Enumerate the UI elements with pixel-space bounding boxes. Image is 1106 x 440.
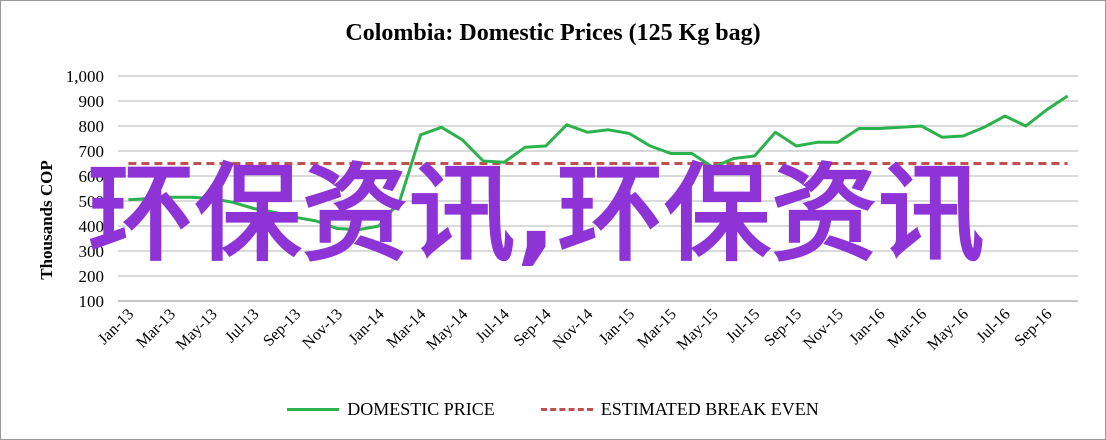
y-tick-label: 300 xyxy=(79,242,105,261)
x-tick-label: May-15 xyxy=(674,306,722,354)
x-tick-label: Jul-13 xyxy=(222,306,262,346)
y-tick-label: 100 xyxy=(79,292,105,311)
x-tick-label: Sep-14 xyxy=(511,306,555,350)
x-tick-label: Jan-15 xyxy=(596,306,638,348)
x-tick-label: Mar-13 xyxy=(133,306,179,352)
legend-entry-break-even: ESTIMATED BREAK EVEN xyxy=(540,398,819,420)
x-tick-label: Jul-16 xyxy=(973,306,1013,346)
legend: DOMESTIC PRICE ESTIMATED BREAK EVEN xyxy=(0,396,1106,422)
x-tick-label: Jul-15 xyxy=(723,306,763,346)
chart-title: Colombia: Domestic Prices (125 Kg bag) xyxy=(345,20,761,46)
y-tick-labels: 1,000 900 800 700 600 500 400 300 200 100 xyxy=(66,67,104,311)
x-tick-label: May-16 xyxy=(924,306,972,354)
legend-label-break-even: ESTIMATED BREAK EVEN xyxy=(600,398,819,419)
y-tick-label: 200 xyxy=(79,267,105,286)
x-tick-label: Sep-13 xyxy=(260,306,304,350)
x-tick-label: Jan-13 xyxy=(95,306,137,348)
x-tick-label: Jul-14 xyxy=(473,306,513,346)
legend-entry-domestic-price: DOMESTIC PRICE xyxy=(287,399,495,420)
x-tick-label: Sep-15 xyxy=(761,306,805,350)
series-line-domestic-price xyxy=(128,94,1069,232)
y-tick-label: 700 xyxy=(79,142,105,161)
x-tick-label: May-14 xyxy=(423,306,471,354)
y-axis-label: Thousands COP xyxy=(37,160,56,280)
legend-swatch-domestic-price xyxy=(287,407,340,411)
x-tick-label: Mar-15 xyxy=(634,306,680,352)
y-tick-label: 900 xyxy=(79,92,105,111)
x-tick-label: May-13 xyxy=(173,306,221,354)
x-tick-label: Nov-15 xyxy=(800,306,847,353)
watermark-text: 环保资讯,环保资讯 xyxy=(88,153,986,276)
x-tick-label: Jan-14 xyxy=(346,306,388,348)
x-tick-label: Jan-16 xyxy=(846,306,888,348)
x-tick-label: Nov-13 xyxy=(299,306,346,353)
legend-label-domestic-price: DOMESTIC PRICE xyxy=(347,398,495,419)
x-tick-label: Mar-16 xyxy=(885,306,931,352)
series-lines xyxy=(128,94,1069,232)
gridlines xyxy=(118,75,1078,302)
x-tick-label: Sep-16 xyxy=(1011,306,1055,350)
y-tick-label: 500 xyxy=(79,192,105,211)
y-tick-label: 600 xyxy=(79,167,105,186)
y-tick-label: 400 xyxy=(79,217,105,236)
x-tick-label: Mar-14 xyxy=(384,306,430,352)
legend-swatch-break-even xyxy=(540,407,593,411)
y-tick-label: 1,000 xyxy=(66,67,104,86)
x-tick-label: Nov-14 xyxy=(550,306,597,353)
y-tick-label: 800 xyxy=(79,117,105,136)
